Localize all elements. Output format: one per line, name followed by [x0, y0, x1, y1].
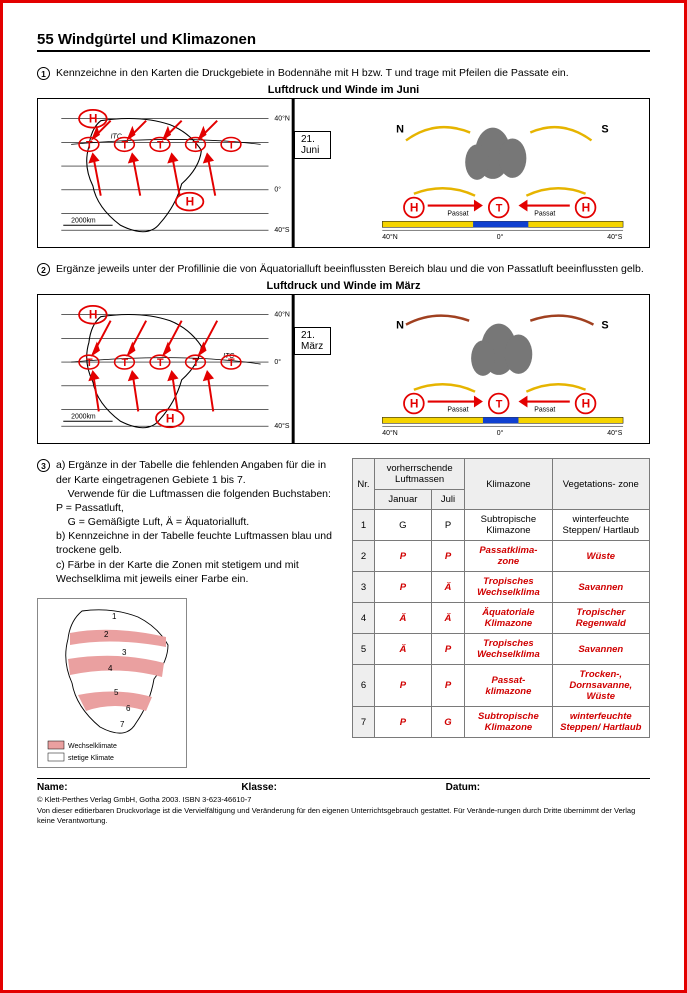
- svg-text:Passat: Passat: [448, 407, 469, 414]
- svg-text:2: 2: [104, 630, 109, 639]
- table-row: 2PPPassatklima- zoneWüste: [353, 541, 650, 572]
- svg-text:T: T: [121, 357, 128, 369]
- svg-text:2000km: 2000km: [71, 414, 96, 421]
- table-row: 5ÄPTropisches WechselklimaSavannen: [353, 634, 650, 665]
- svg-text:0°: 0°: [497, 429, 504, 437]
- th-veg: Vegetations- zone: [552, 459, 649, 510]
- task-number-2: 2: [37, 263, 50, 276]
- svg-text:3: 3: [122, 648, 127, 657]
- svg-text:T: T: [121, 140, 128, 152]
- svg-text:H: H: [89, 308, 98, 322]
- table-row: 7PGSubtropische Klimazonewinterfeuchte S…: [353, 707, 650, 738]
- svg-text:7: 7: [120, 720, 125, 729]
- svg-text:0°: 0°: [274, 358, 281, 366]
- svg-text:T: T: [86, 140, 93, 152]
- climate-table: Nr. vorherrschende Luftmassen Klimazone …: [352, 458, 650, 738]
- footer-fields: Name: Klasse: Datum:: [37, 778, 650, 793]
- table-row: 1GPSubtropische Klimazonewinterfeuchte S…: [353, 510, 650, 541]
- svg-text:S: S: [602, 320, 609, 332]
- svg-text:N: N: [396, 124, 404, 136]
- svg-text:40°S: 40°S: [274, 423, 289, 431]
- svg-text:T: T: [193, 357, 200, 369]
- svg-text:Passat: Passat: [448, 211, 469, 218]
- page-title: 55 Windgürtel und Klimazonen: [37, 31, 650, 52]
- svg-text:T: T: [193, 140, 200, 152]
- copyright-1: © Klett-Perthes Verlag GmbH, Gotha 2003.…: [37, 795, 650, 804]
- map-june-svg: 40°N 0° 40°S ITC H H T T T T T: [38, 99, 331, 247]
- svg-text:T: T: [157, 140, 164, 152]
- task-3a: Ergänze in der Tabelle die fehlenden Ang…: [56, 459, 326, 485]
- date-label-march: 21. März: [294, 327, 331, 355]
- svg-text:40°S: 40°S: [608, 429, 623, 437]
- task-3a3: G = Gemäßigte Luft, Ä = Äquatorialluft.: [68, 516, 250, 528]
- svg-text:T: T: [157, 357, 164, 369]
- svg-text:Passat: Passat: [535, 211, 556, 218]
- task-1-text: Kennzeichne in den Karten die Druckgebie…: [56, 66, 650, 80]
- svg-text:0°: 0°: [497, 233, 504, 241]
- footer-klasse: Klasse:: [241, 782, 445, 793]
- footer-datum: Datum:: [446, 782, 650, 793]
- task-number-1: 1: [37, 67, 50, 80]
- svg-text:N: N: [396, 320, 404, 332]
- svg-text:H: H: [410, 201, 419, 215]
- profile-june-svg: N S H T H Passat Passat: [331, 99, 649, 247]
- svg-text:40°N: 40°N: [383, 429, 398, 437]
- svg-text:Passat: Passat: [535, 407, 556, 414]
- caption-june: Luftdruck und Winde im Juni: [37, 84, 650, 96]
- th-jan: Januar: [375, 490, 432, 510]
- svg-text:T: T: [496, 399, 503, 411]
- task-2: 2 Ergänze jeweils unter der Profillinie …: [37, 262, 650, 276]
- svg-text:1: 1: [112, 612, 117, 621]
- table-row: 6PPPassat- klimazoneTrocken-, Dornsavann…: [353, 665, 650, 707]
- map-march-svg: 40°N 0° 40°S ITC H H T T T T T: [38, 295, 331, 443]
- task-3-text: a) Ergänze in der Tabelle die fehlenden …: [56, 458, 338, 586]
- svg-text:H: H: [410, 397, 419, 411]
- svg-text:0°: 0°: [274, 186, 281, 194]
- svg-text:5: 5: [114, 688, 119, 697]
- svg-text:Wechselklimate: Wechselklimate: [68, 743, 117, 750]
- figure-june: 40°N 0° 40°S ITC H H T T T T T: [37, 98, 650, 248]
- svg-text:40°N: 40°N: [274, 311, 289, 319]
- task-3: 3 a) Ergänze in der Tabelle die fehlende…: [37, 458, 338, 586]
- table-row: 3PÄTropisches WechselklimaSavannen: [353, 572, 650, 603]
- svg-text:40°N: 40°N: [274, 115, 289, 123]
- task-1: 1 Kennzeichne in den Karten die Druckgeb…: [37, 66, 650, 80]
- svg-text:40°S: 40°S: [274, 226, 289, 234]
- caption-march: Luftdruck und Winde im März: [37, 280, 650, 292]
- figure-march: 40°N 0° 40°S ITC H H T T T T T: [37, 294, 650, 444]
- svg-text:T: T: [496, 203, 503, 215]
- svg-text:stetige Klimate: stetige Klimate: [68, 755, 114, 762]
- task-3b: Kennzeichne in der Tabelle feuchte Luftm…: [56, 530, 332, 556]
- task-2-text: Ergänze jeweils unter der Profillinie di…: [56, 262, 650, 276]
- svg-text:40°S: 40°S: [608, 233, 623, 241]
- svg-text:S: S: [602, 124, 609, 136]
- svg-text:H: H: [186, 195, 195, 209]
- footer-name: Name:: [37, 782, 241, 793]
- svg-text:2000km: 2000km: [71, 218, 96, 225]
- table-row: 4ÄÄÄquatoriale KlimazoneTropischer Regen…: [353, 603, 650, 634]
- svg-text:6: 6: [126, 704, 131, 713]
- svg-text:H: H: [582, 397, 591, 411]
- th-nr: Nr.: [353, 459, 375, 510]
- svg-text:H: H: [166, 412, 175, 426]
- task-number-3: 3: [37, 459, 50, 472]
- copyright-2: Von dieser editierbaren Druckvorlage ist…: [37, 806, 650, 825]
- th-luft: vorherrschende Luftmassen: [375, 459, 465, 490]
- zones-map: 1 2 3 4 5 6 7 Wechselklimate stetige Kli…: [37, 598, 187, 768]
- date-label-june: 21. Juni: [294, 131, 331, 159]
- task-3c: Färbe in der Karte die Zonen mit stetige…: [56, 559, 299, 585]
- svg-text:T: T: [228, 140, 235, 152]
- svg-text:4: 4: [108, 664, 113, 673]
- svg-text:T: T: [86, 357, 93, 369]
- profile-march-svg: N S H T H PassatPassat 40°: [331, 295, 649, 443]
- svg-text:H: H: [89, 112, 98, 126]
- th-klima: Klimazone: [465, 459, 552, 510]
- task-3a2: Verwende für die Luftmassen die folgende…: [56, 488, 331, 514]
- svg-text:40°N: 40°N: [383, 233, 398, 241]
- svg-text:T: T: [228, 357, 235, 369]
- th-jul: Juli: [431, 490, 464, 510]
- svg-text:H: H: [582, 201, 591, 215]
